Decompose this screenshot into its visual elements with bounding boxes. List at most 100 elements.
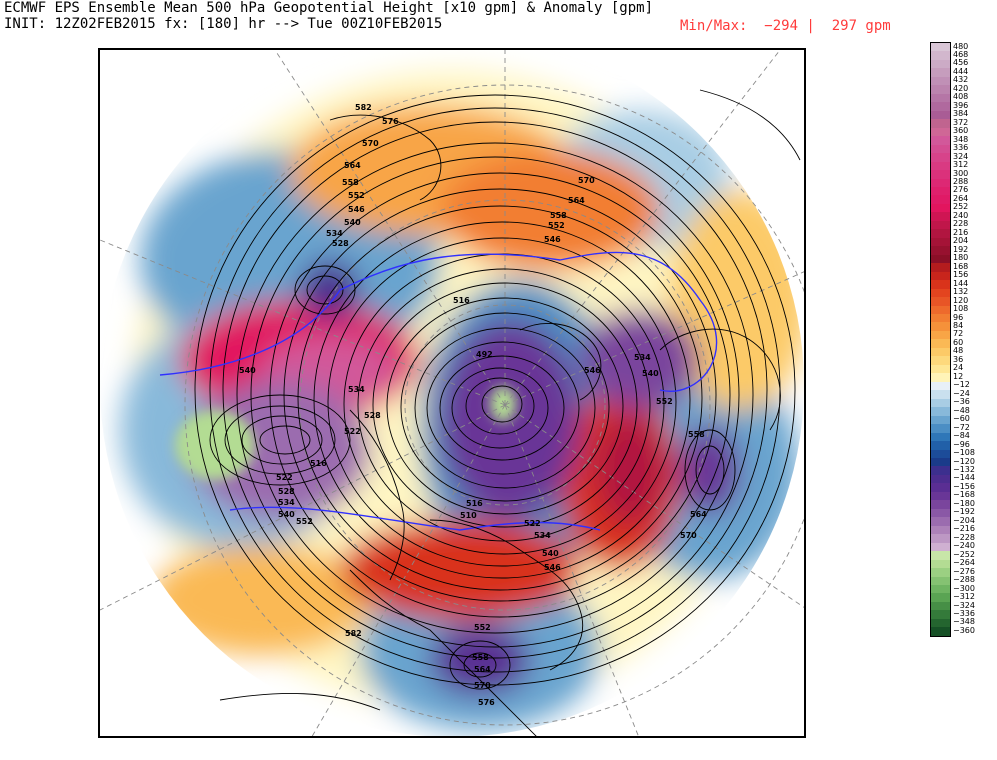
graticule: [100, 50, 804, 736]
colorbar-swatch: [931, 500, 950, 509]
contour-label: 582: [345, 629, 362, 638]
colorbar-swatch: [931, 483, 950, 492]
colorbar-label: 300: [953, 168, 969, 178]
contour-label: 558: [472, 653, 489, 662]
colorbar-label: −348: [953, 617, 975, 627]
colorbar-swatch: [931, 305, 950, 314]
colorbar-label: 228: [953, 219, 969, 229]
contour-label: 582: [355, 103, 372, 112]
colorbar-swatch: [931, 618, 950, 628]
colorbar-label: −228: [953, 532, 975, 542]
colorbar-label: 372: [953, 117, 969, 127]
contour-label: 540: [642, 369, 659, 378]
colorbar-swatch: [931, 576, 950, 585]
colorbar-swatch: [931, 68, 950, 77]
contour-label: 522: [524, 519, 541, 528]
colorbar-label: −144: [953, 473, 975, 483]
contour-label: 564: [474, 665, 491, 674]
contour-label: 552: [656, 397, 673, 406]
colorbar-swatch: [931, 466, 950, 475]
colorbar-swatch: [931, 424, 950, 433]
colorbar-label: 384: [953, 109, 969, 119]
colorbar-label: −84: [953, 431, 970, 441]
colorbar-swatch: [931, 314, 950, 323]
colorbar-swatch: [931, 407, 950, 416]
colorbar-swatch: [931, 220, 950, 230]
colorbar-label: 120: [953, 295, 969, 305]
colorbar-label: −108: [953, 448, 975, 458]
colorbar-swatch: [931, 119, 950, 128]
contour-label: 534: [326, 229, 343, 238]
contour-label: 516: [453, 296, 470, 305]
colorbar-swatch: [931, 153, 950, 162]
contour-label: 552: [348, 191, 365, 200]
colorbar-label: −180: [953, 498, 975, 508]
contour-label: 516: [310, 459, 327, 468]
colorbar-swatch: [931, 381, 950, 391]
colorbar-swatch: [931, 373, 950, 382]
colorbar-swatch: [931, 593, 950, 602]
colorbar-label: 240: [953, 210, 969, 220]
map-canvas[interactable]: 582 576 570 564 558 552 546 540 534 528 …: [100, 50, 806, 738]
colorbar-swatch: [931, 364, 950, 374]
contour-label: 558: [342, 178, 359, 187]
colorbar-swatch: [931, 585, 950, 594]
colorbar-swatch: [931, 390, 950, 399]
colorbar-label: −132: [953, 465, 975, 474]
colorbar-swatch: [931, 330, 950, 340]
colorbar-label: −48: [953, 405, 970, 415]
contour-label: 570: [578, 176, 595, 185]
colorbar-swatch: [931, 491, 950, 501]
contour-label: 558: [550, 211, 567, 220]
colorbar-label: 12: [953, 371, 964, 381]
colorbar-swatch: [931, 212, 950, 221]
anomaly-colorbar: [930, 42, 951, 637]
contour-label: 552: [296, 517, 313, 526]
colorbar-label: 216: [953, 227, 969, 237]
colorbar-label: −204: [953, 515, 975, 525]
colorbar-swatch: [931, 610, 950, 619]
colorbar-label: 468: [953, 49, 969, 59]
colorbar-swatch: [931, 127, 950, 137]
colorbar-label: −96: [953, 439, 970, 449]
contour-label: 558: [688, 430, 705, 439]
min-max-readout: Min/Max: −294 | 297 gpm: [680, 18, 891, 34]
contour-label: 540: [278, 510, 295, 519]
colorbar-swatch: [931, 263, 950, 272]
colorbar-swatch: [931, 43, 950, 52]
contour-label: 576: [478, 698, 495, 707]
contour-label: 516: [466, 499, 483, 508]
colorbar-label: −36: [953, 397, 970, 407]
colorbar-swatch: [931, 517, 950, 526]
colorbar-label: 48: [953, 346, 964, 356]
colorbar-swatch: [931, 551, 950, 560]
colorbar-swatch: [931, 178, 950, 187]
colorbar-swatch: [931, 398, 950, 408]
colorbar-label: −24: [953, 388, 970, 398]
colorbar-swatch: [931, 76, 950, 86]
colorbar-label: 96: [953, 312, 964, 322]
colorbar-swatch: [931, 432, 950, 442]
map-panel[interactable]: 582 576 570 564 558 552 546 540 534 528 …: [98, 48, 806, 738]
colorbar-swatch: [931, 534, 950, 543]
colorbar-swatch: [931, 339, 950, 348]
colorbar-label: 396: [953, 100, 969, 110]
colorbar-swatch: [931, 136, 950, 145]
colorbar-label: −288: [953, 575, 975, 585]
colorbar-swatch: [931, 356, 950, 365]
colorbar-label: 60: [953, 337, 964, 347]
colorbar-swatch: [931, 627, 950, 636]
colorbar-label: −60: [953, 414, 970, 424]
colorbar-swatch: [931, 170, 950, 179]
colorbar-swatch: [931, 457, 950, 467]
contour-label: 576: [382, 117, 399, 126]
colorbar-label: −312: [953, 592, 975, 602]
contour-label: 570: [680, 531, 697, 540]
colorbar-label: 36: [953, 354, 964, 364]
colorbar-swatch: [931, 322, 950, 331]
colorbar-swatch: [931, 542, 950, 552]
contour-label: 540: [239, 366, 256, 375]
colorbar-swatch: [931, 102, 950, 111]
colorbar-swatch: [931, 59, 950, 69]
colorbar-swatch: [931, 51, 950, 60]
